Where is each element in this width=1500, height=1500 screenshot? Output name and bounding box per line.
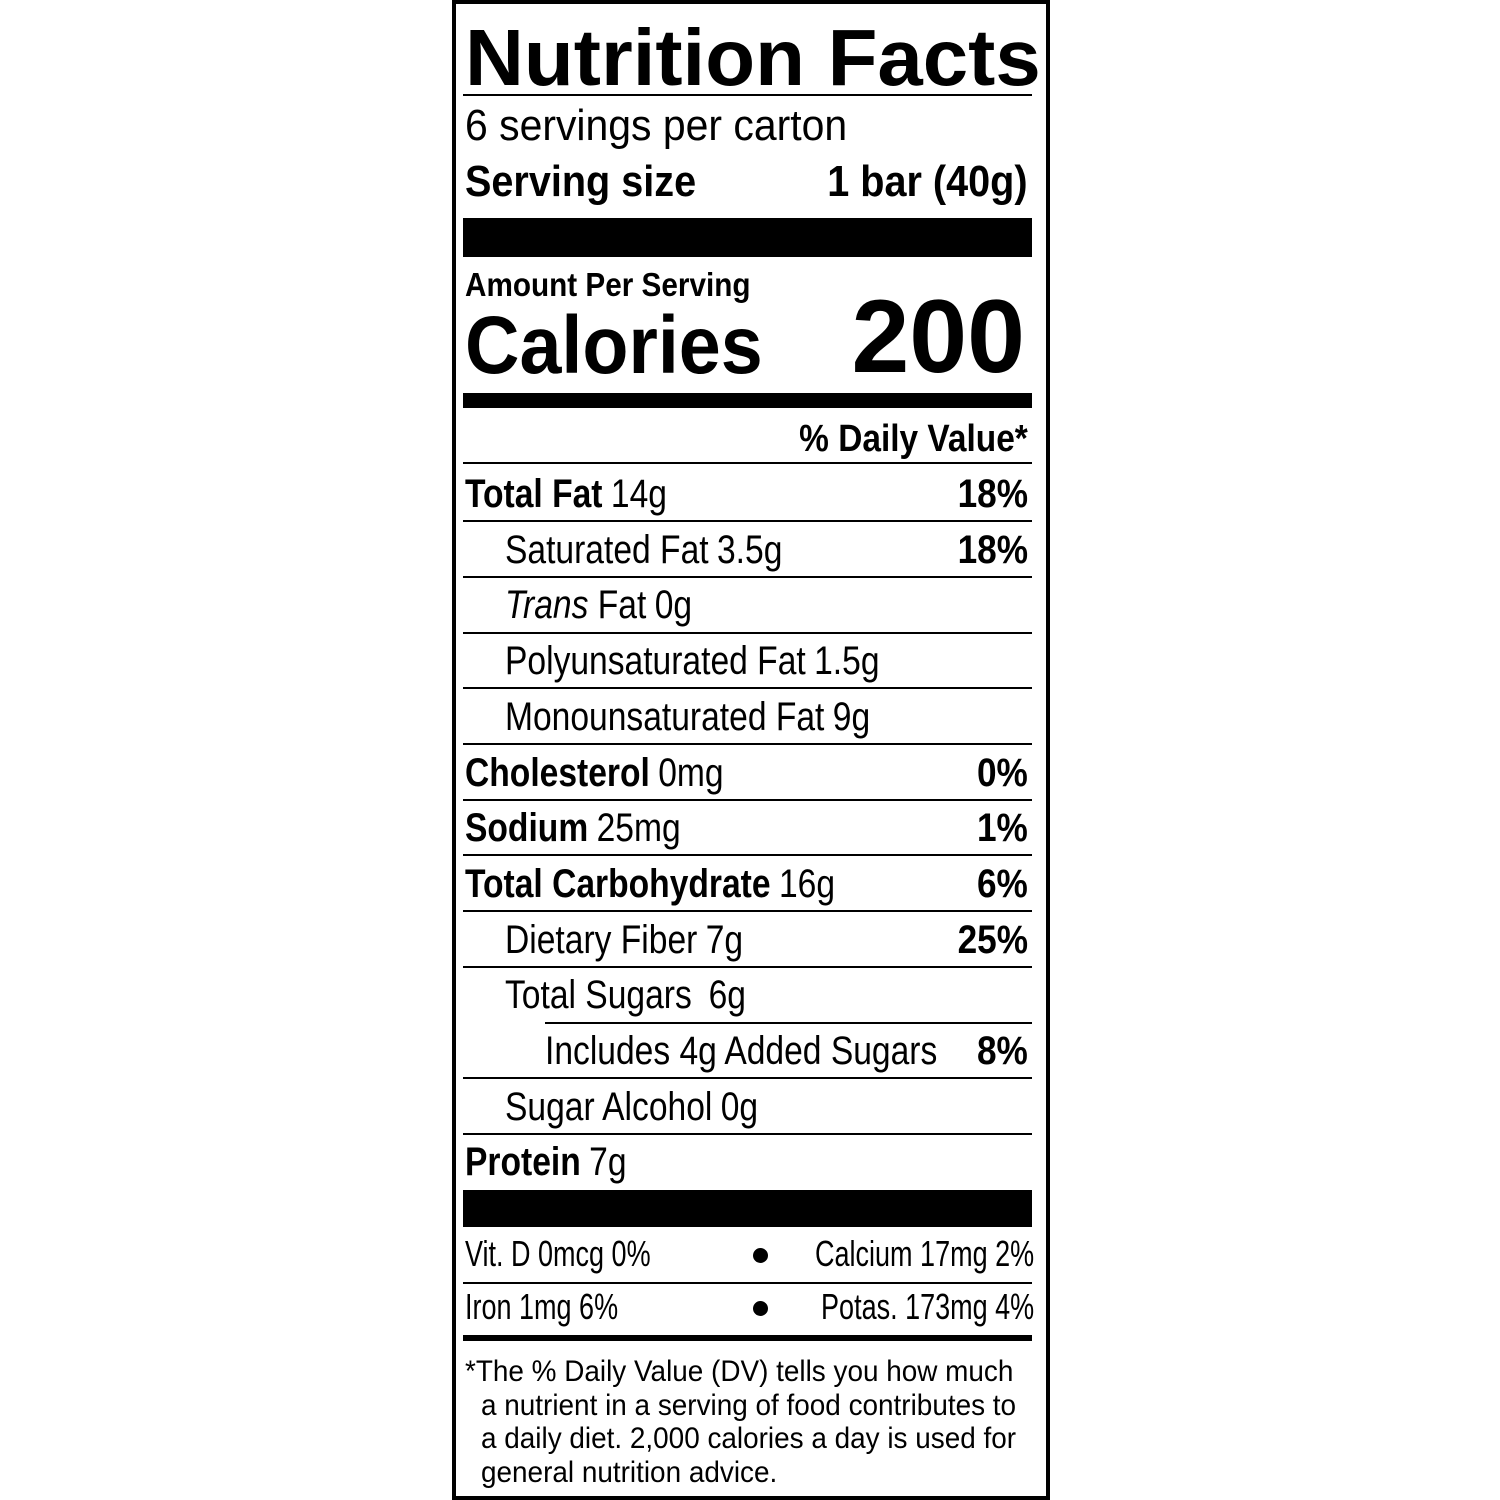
thick-bar	[463, 1190, 1032, 1227]
rule	[463, 1282, 1032, 1284]
rule	[463, 798, 1032, 801]
nutrient-row: Total Carbohydrate 16g	[465, 864, 835, 904]
footnote-line: general nutrition advice.	[481, 1456, 778, 1490]
nutrient-amount: 9g	[832, 694, 871, 739]
nutrient-row: Total Sugars 6g	[505, 975, 746, 1015]
nutrient-amount: 7g	[705, 917, 744, 962]
nutrient-name: Polyunsaturated Fat	[505, 639, 806, 684]
nutrient-dv: 0%	[977, 750, 1028, 795]
nutrient-name: Monounsaturated Fat	[505, 694, 825, 739]
nutrient-row: Polyunsaturated Fat 1.5g	[505, 641, 880, 681]
nutrient-dv: 25%	[957, 917, 1028, 962]
calories-label: Calories	[465, 300, 763, 391]
nutrient-amount: 0g	[654, 583, 693, 628]
rule	[463, 94, 1032, 96]
nutrient-amount: 0g	[720, 1084, 759, 1129]
nutrient-name: Includes 4g Added Sugars	[545, 1029, 938, 1073]
daily-value-header: % Daily Value*	[799, 418, 1028, 460]
calories-value: 200	[851, 279, 1025, 395]
nutrient-amount: 0mg	[658, 750, 724, 795]
serving-size-label: Serving size	[465, 157, 697, 206]
medium-bar	[463, 393, 1032, 408]
nutrient-italic: Trans	[505, 583, 589, 628]
vitamin-left: Iron 1mg 6%	[465, 1286, 619, 1327]
vitamin-right: Calcium 17mg 2%	[814, 1233, 1034, 1274]
thick-bar	[463, 218, 1032, 257]
rule	[463, 965, 1032, 968]
nutrient-amount: 1.5g	[814, 639, 880, 684]
rule	[463, 854, 1032, 857]
vitamin-right: Potas. 173mg 4%	[820, 1286, 1034, 1327]
nutrient-dv: 6%	[977, 861, 1028, 906]
nutrient-amount: 25mg	[596, 806, 681, 851]
nutrient-row: Total Fat 14g	[465, 474, 667, 514]
footnote-line: *The % Daily Value (DV) tells you how mu…	[465, 1355, 1014, 1388]
nutrient-amount: 7g	[589, 1140, 627, 1185]
bullet	[753, 1248, 768, 1263]
nutrient-row: Cholesterol 0mg	[465, 753, 724, 793]
nutrient-name: Sodium	[465, 806, 589, 851]
nutrient-dv: 1%	[977, 806, 1028, 851]
rule	[463, 687, 1032, 690]
footnote-line: a daily diet. 2,000 calories a day is us…	[481, 1422, 1017, 1456]
nutrient-name: Fat	[597, 583, 647, 628]
rule	[463, 1335, 1032, 1341]
rule	[463, 462, 1032, 464]
nutrient-dv: 8%	[977, 1029, 1028, 1073]
rule	[463, 631, 1032, 634]
nutrient-name: Sugar Alcohol	[505, 1084, 713, 1129]
nutrient-row: Trans Fat 0g	[505, 585, 692, 625]
nutrient-name: Total Fat	[465, 472, 603, 516]
nutrient-name: Dietary Fiber	[505, 917, 698, 962]
nutrient-name: Saturated Fat	[505, 527, 709, 572]
nutrient-row: Includes 4g Added Sugars	[545, 1031, 937, 1071]
amount-per-serving: Amount Per Serving	[465, 266, 751, 303]
nutrient-amount: 6g	[708, 973, 746, 1018]
nutrient-row: Protein 7g	[465, 1142, 627, 1182]
nutrient-dv: 18%	[957, 527, 1028, 572]
nutrient-row: Saturated Fat 3.5g	[505, 530, 782, 570]
nutrient-amount: 14g	[610, 472, 667, 516]
nutrient-name: Cholesterol	[465, 750, 650, 795]
border	[452, 0, 1050, 1500]
nutrient-amount: 3.5g	[716, 527, 783, 572]
rule	[463, 743, 1032, 745]
nutrient-dv: 18%	[957, 472, 1028, 516]
rule	[463, 575, 1032, 578]
rule	[545, 1021, 1032, 1024]
title: Nutrition Facts	[465, 13, 1041, 102]
rule	[463, 1132, 1032, 1135]
nutrient-row: Monounsaturated Fat 9g	[505, 697, 870, 737]
rule	[463, 1077, 1032, 1080]
nutrient-name: Total Sugars	[505, 973, 692, 1018]
nutrient-row: Sodium 25mg	[465, 808, 681, 848]
nutrient-name: Total Carbohydrate	[465, 861, 771, 906]
nutrient-amount: 16g	[778, 861, 836, 906]
rule	[463, 520, 1032, 523]
rule	[463, 910, 1032, 913]
vitamin-left: Vit. D 0mcg 0%	[465, 1233, 651, 1274]
nutrient-name: Protein	[465, 1140, 581, 1185]
nutrient-row: Sugar Alcohol 0g	[505, 1087, 758, 1127]
serving-size-value: 1 bar (40g)	[827, 157, 1028, 206]
nutrient-row: Dietary Fiber 7g	[505, 920, 743, 960]
bullet	[753, 1301, 768, 1316]
footnote-line: a nutrient in a serving of food contribu…	[481, 1388, 1017, 1422]
servings: 6 servings per carton	[465, 101, 848, 150]
